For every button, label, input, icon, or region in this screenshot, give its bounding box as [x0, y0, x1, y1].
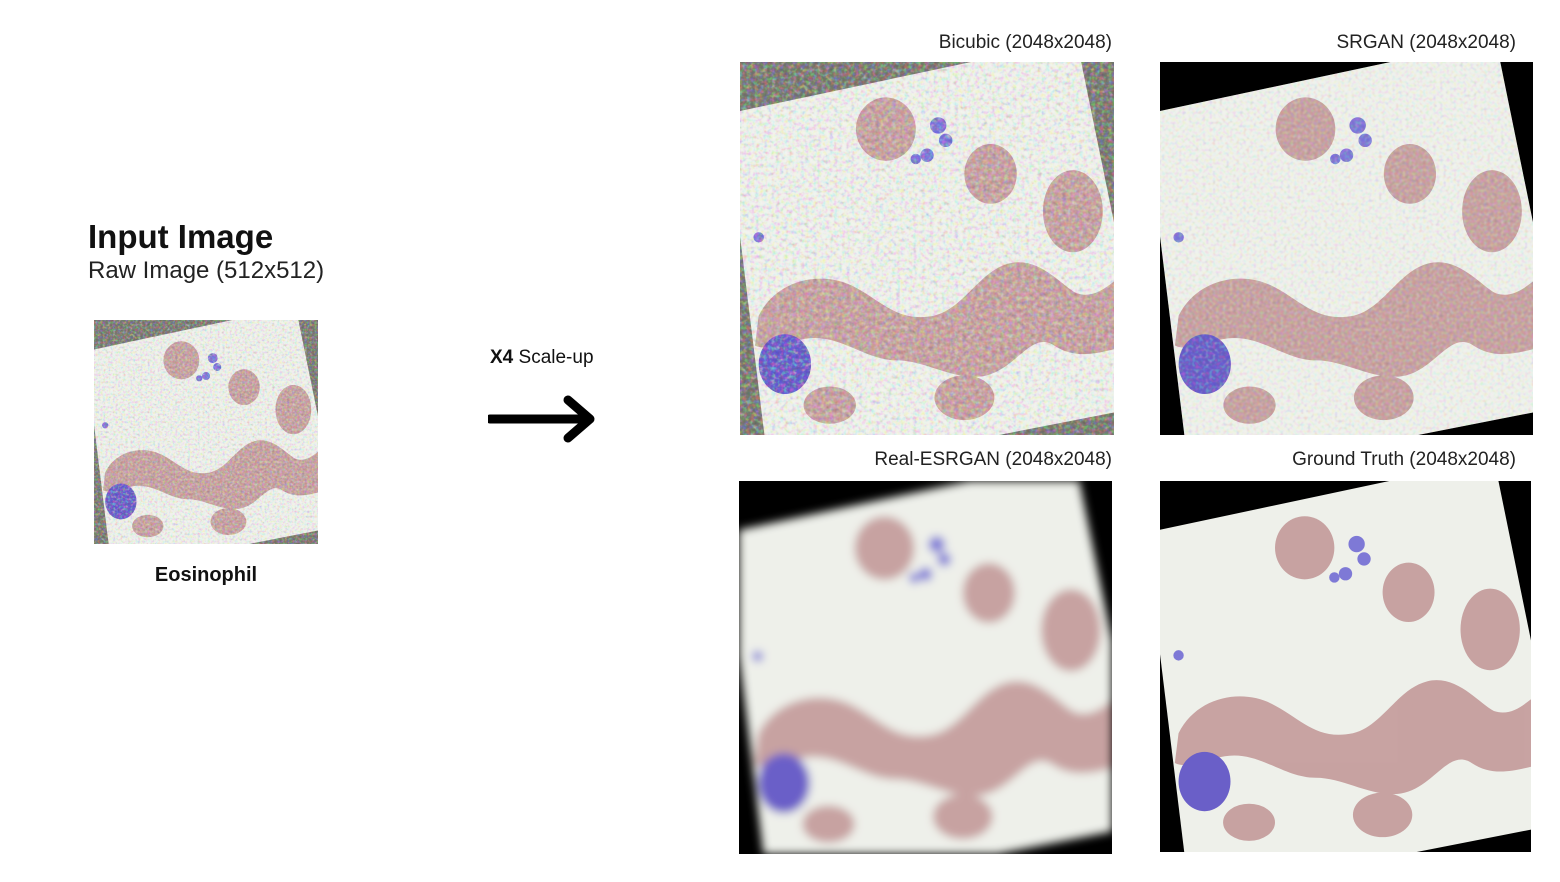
scale-up-label: X4 Scale-up: [490, 347, 594, 369]
scale-text: Scale-up: [518, 347, 594, 368]
right-arrow-icon: [485, 392, 600, 451]
input-image: [94, 320, 318, 544]
panel-label-ground-truth: Ground Truth (2048x2048): [1292, 449, 1516, 470]
ground-truth-image: [1160, 481, 1531, 852]
srgan-image: [1160, 62, 1533, 435]
scale-factor: X4: [490, 347, 514, 368]
real-esrgan-image: [739, 481, 1112, 854]
bicubic-image: [740, 62, 1114, 435]
cell-type-label: Eosinophil: [154, 564, 258, 586]
input-title: Input Image: [88, 218, 274, 255]
panel-label-bicubic: Bicubic (2048x2048): [938, 32, 1112, 53]
input-subtitle: Raw Image (512x512): [88, 257, 325, 284]
panel-label-srgan: SRGAN (2048x2048): [1336, 32, 1516, 53]
panel-label-real-esrgan: Real-ESRGAN (2048x2048): [874, 449, 1112, 470]
